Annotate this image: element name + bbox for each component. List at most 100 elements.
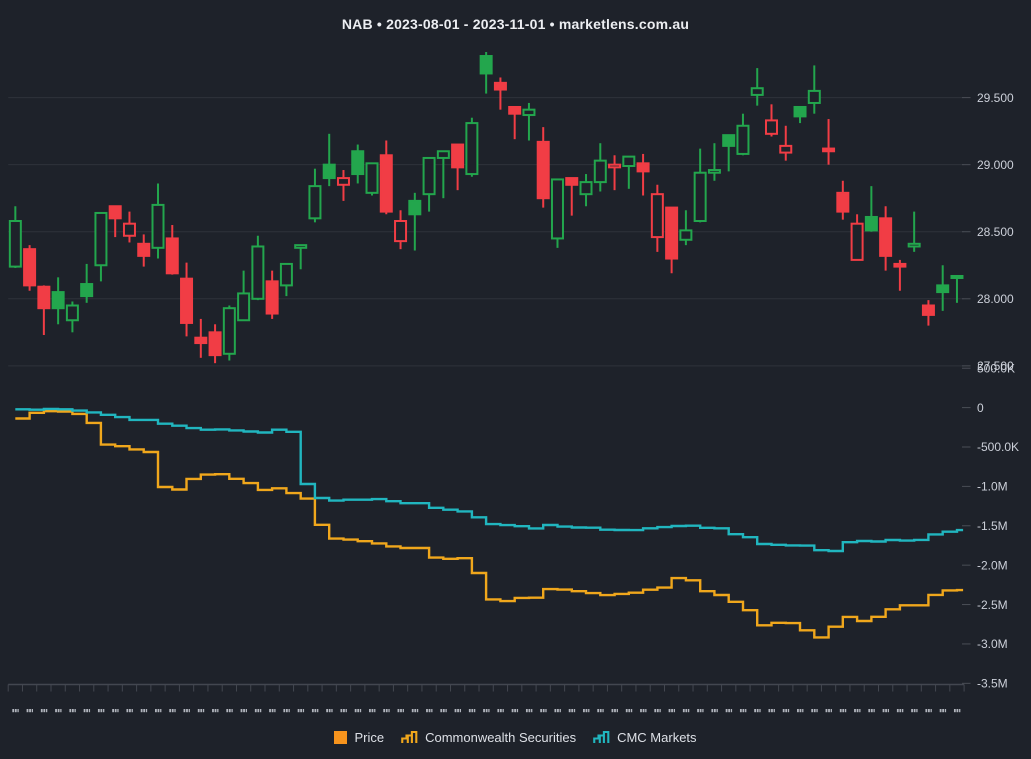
candle bbox=[322, 133, 336, 187]
price-gridlines bbox=[8, 97, 965, 367]
candle bbox=[251, 235, 265, 301]
candle bbox=[37, 285, 51, 336]
candle bbox=[436, 150, 450, 199]
legend-label-cmc-markets: CMC Markets bbox=[617, 729, 697, 745]
date-label bbox=[40, 709, 48, 713]
candle bbox=[608, 155, 622, 191]
date-label bbox=[240, 709, 248, 713]
svg-text:-500.0K: -500.0K bbox=[977, 440, 1019, 454]
date-label bbox=[55, 709, 62, 713]
candle bbox=[465, 117, 479, 177]
candle bbox=[536, 127, 550, 208]
candle bbox=[907, 211, 921, 252]
date-label bbox=[126, 709, 133, 713]
svg-text:29.500: 29.500 bbox=[977, 91, 1014, 105]
date-label bbox=[711, 709, 718, 713]
candle bbox=[8, 206, 22, 268]
date-label bbox=[583, 709, 590, 713]
date-label bbox=[782, 709, 790, 713]
candle bbox=[365, 162, 379, 196]
candle bbox=[408, 192, 422, 251]
candle bbox=[308, 168, 322, 223]
date-label bbox=[825, 709, 832, 713]
date-label bbox=[112, 709, 119, 713]
svg-text:0: 0 bbox=[977, 401, 984, 415]
svg-text:29.000: 29.000 bbox=[977, 158, 1014, 172]
legend-item-cmc-markets[interactable]: CMC Markets bbox=[593, 729, 697, 745]
date-label bbox=[369, 709, 376, 713]
legend-item-price[interactable]: Price bbox=[334, 730, 384, 745]
candle bbox=[194, 318, 208, 358]
date-label bbox=[525, 709, 533, 713]
candle bbox=[650, 184, 664, 252]
svg-text:-3.5M: -3.5M bbox=[977, 677, 1008, 691]
date-label bbox=[768, 709, 775, 713]
candle bbox=[222, 305, 236, 361]
date-label bbox=[426, 709, 433, 713]
chart-title: NAB • 2023-08-01 - 2023-11-01 • marketle… bbox=[341, 15, 690, 32]
flow-line-series bbox=[15, 407, 964, 639]
candle bbox=[707, 143, 721, 181]
chart-legend: Price Commonwealth Securities CMC Market… bbox=[0, 727, 1031, 747]
date-label bbox=[939, 709, 947, 713]
date-label bbox=[440, 709, 447, 713]
date-tick-labels bbox=[12, 709, 961, 713]
date-label bbox=[896, 709, 904, 713]
date-label bbox=[925, 709, 932, 713]
candle bbox=[850, 214, 864, 261]
date-label bbox=[611, 709, 618, 713]
candle bbox=[864, 186, 878, 232]
candle bbox=[208, 324, 222, 364]
legend-item-commonwealth-securities[interactable]: Commonwealth Securities bbox=[401, 730, 576, 745]
date-label bbox=[26, 709, 34, 713]
date-label bbox=[697, 709, 704, 713]
candle bbox=[921, 300, 935, 326]
candle bbox=[294, 244, 308, 270]
candle bbox=[137, 234, 151, 267]
candle bbox=[893, 259, 907, 291]
candle bbox=[764, 104, 778, 137]
date-label bbox=[283, 709, 290, 713]
date-label bbox=[69, 709, 76, 713]
date-label bbox=[754, 709, 761, 713]
candle bbox=[579, 174, 593, 207]
candle bbox=[122, 211, 136, 243]
date-label bbox=[625, 709, 633, 713]
date-label bbox=[197, 709, 205, 713]
date-label bbox=[511, 709, 519, 713]
date-label bbox=[497, 709, 504, 713]
date-label bbox=[797, 709, 804, 713]
date-label bbox=[183, 709, 190, 713]
date-label bbox=[311, 709, 319, 713]
candle bbox=[736, 113, 750, 156]
candle bbox=[550, 178, 564, 248]
legend-label-commonwealth-securities: Commonwealth Securities bbox=[425, 729, 577, 745]
date-label bbox=[911, 709, 918, 713]
date-label bbox=[383, 709, 390, 713]
candle bbox=[807, 65, 821, 114]
date-label bbox=[725, 709, 733, 713]
candle bbox=[351, 144, 365, 184]
flow-line-commonwealth-securities bbox=[15, 410, 964, 639]
date-label bbox=[140, 709, 148, 713]
date-label bbox=[411, 709, 419, 713]
candlestick-series bbox=[8, 51, 964, 364]
date-label bbox=[254, 709, 262, 713]
date-label bbox=[739, 709, 747, 713]
date-label bbox=[169, 709, 176, 713]
date-label bbox=[654, 709, 661, 713]
candle bbox=[108, 205, 122, 238]
flow-line-cmc-markets bbox=[15, 407, 964, 553]
svg-text:27.500: 27.500 bbox=[977, 359, 1014, 373]
date-label bbox=[454, 709, 462, 713]
candle bbox=[23, 245, 37, 291]
date-label bbox=[682, 709, 690, 713]
date-label bbox=[953, 709, 961, 713]
candle bbox=[693, 148, 707, 223]
candle bbox=[394, 210, 408, 250]
svg-text:-3.0M: -3.0M bbox=[977, 637, 1008, 651]
date-label bbox=[668, 709, 676, 713]
candle bbox=[636, 153, 650, 196]
